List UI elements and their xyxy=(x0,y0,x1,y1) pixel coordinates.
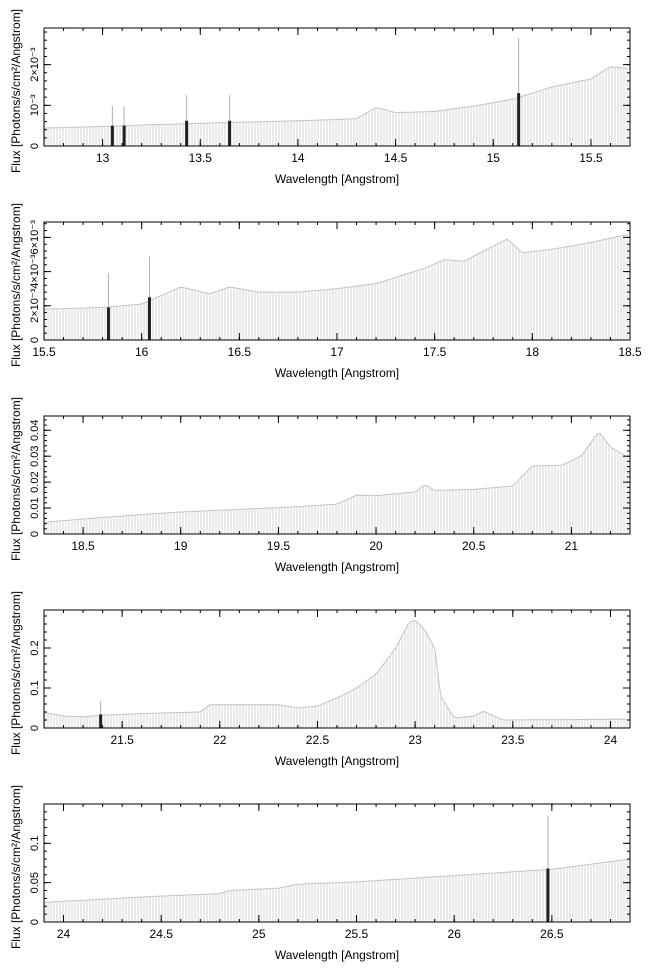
plot-frame xyxy=(43,609,631,729)
highlight-bar xyxy=(517,93,521,146)
y-tick-label: 0.03 xyxy=(29,445,41,466)
y-tick-label: 0 xyxy=(29,143,41,149)
x-tick-label: 18.5 xyxy=(618,345,642,359)
spectrum-bins xyxy=(44,433,628,534)
x-axis-label: Wavelength [Angstrom] xyxy=(275,560,399,574)
highlight-bar xyxy=(546,868,550,922)
y-tick-label: 4×10⁻³ xyxy=(29,254,41,289)
x-tick-label: 25.5 xyxy=(345,927,369,941)
spectrum-bins xyxy=(44,620,628,728)
chart-panel-4: 21.5 22 22.5 23 23.5 24 0 0.1 0.2 Wavelength [Ang… xyxy=(9,591,631,768)
y-axis-label: Flux [Photons/s/cm²/Angstrom] xyxy=(9,203,23,367)
y-tick-label: 0.02 xyxy=(29,471,41,492)
x-tick-label: 24 xyxy=(57,927,71,941)
y-axis-label: Flux [Photons/s/cm²/Angstrom] xyxy=(9,591,23,755)
x-tick-label: 24.5 xyxy=(150,927,174,941)
y-tick-label: 0.05 xyxy=(29,872,41,893)
y-tick-label: 0 xyxy=(29,725,41,731)
x-tick-label: 22.5 xyxy=(306,733,330,747)
y-tick-label: 0 xyxy=(29,337,41,343)
chart-panel-2: 15.5 16 16.5 17 17.5 18 18.5 0 2×10⁻³4×10⁻³6×10⁻… xyxy=(9,203,642,380)
x-axis-label: Wavelength [Angstrom] xyxy=(275,948,399,962)
y-tick-label: 0.01 xyxy=(29,497,41,518)
highlight-bar xyxy=(147,297,151,340)
highlight-bar xyxy=(106,307,110,340)
y-tick-label: 6×10⁻³ xyxy=(29,220,41,255)
chart-panel-5: 24 24.5 25 25.5 26 26.5 0 0.05 0.1 Wavelength [An… xyxy=(9,785,631,962)
x-tick-label: 13.5 xyxy=(189,151,213,165)
x-tick-label: 14 xyxy=(291,151,305,165)
y-tick-label: 2×10⁻³ xyxy=(29,288,41,323)
spectrum-outline xyxy=(44,859,628,903)
x-tick-label: 20 xyxy=(369,539,383,553)
y-tick-label: 2×10⁻³ xyxy=(29,47,41,82)
x-tick-label: 17.5 xyxy=(423,345,447,359)
y-tick-label: 0.2 xyxy=(29,640,41,655)
y-tick-label: 0 xyxy=(29,531,41,537)
x-tick-label: 22 xyxy=(213,733,227,747)
x-tick-label: 19.5 xyxy=(267,539,291,553)
x-tick-label: 20.5 xyxy=(462,539,486,553)
y-tick-label: 10⁻³ xyxy=(29,94,41,116)
x-tick-label: 13 xyxy=(96,151,110,165)
spectrum-outline xyxy=(44,619,627,721)
x-axis-label: Wavelength [Angstrom] xyxy=(275,172,399,186)
x-tick-label: 14.5 xyxy=(384,151,408,165)
highlight-bar xyxy=(99,714,103,728)
y-tick-label: 0.1 xyxy=(29,680,41,695)
x-tick-label: 26 xyxy=(448,927,462,941)
x-tick-label: 23.5 xyxy=(501,733,525,747)
x-tick-label: 18 xyxy=(526,345,540,359)
y-tick-label: 0.04 xyxy=(29,420,41,441)
highlight-bar xyxy=(122,125,126,146)
x-tick-label: 18.5 xyxy=(71,539,95,553)
chart-panel-3: 18.5 19 19.5 20 20.5 21 0 0.01 0.02 0.03 0.04 Wavel… xyxy=(9,397,631,574)
spectrum-outline xyxy=(44,432,628,523)
highlight-bar xyxy=(185,120,189,146)
spectrum-outline xyxy=(44,66,628,129)
x-tick-label: 17 xyxy=(330,345,344,359)
highlight-bar xyxy=(110,125,114,146)
x-tick-label: 24 xyxy=(604,733,618,747)
spectrum-outline xyxy=(44,234,628,310)
spectrum-bins xyxy=(44,66,628,146)
x-tick-label: 21 xyxy=(565,539,579,553)
x-tick-label: 15.5 xyxy=(579,151,603,165)
x-axis-label: Wavelength [Angstrom] xyxy=(275,366,399,380)
x-tick-label: 16 xyxy=(135,345,149,359)
chart-panel-1: 13 13.5 14 14.5 15 15.5 0 10⁻³ 2×10⁻³ Wavelength … xyxy=(9,9,631,186)
x-tick-label: 16.5 xyxy=(228,345,252,359)
highlight-bar xyxy=(228,120,232,146)
x-tick-label: 15.5 xyxy=(32,345,56,359)
x-tick-label: 26.5 xyxy=(540,927,564,941)
x-tick-label: 19 xyxy=(174,539,188,553)
x-tick-label: 21.5 xyxy=(110,733,134,747)
y-axis-label: Flux [Photons/s/cm²/Angstrom] xyxy=(9,397,23,561)
x-axis-label: Wavelength [Angstrom] xyxy=(275,754,399,768)
spectrum-bins xyxy=(44,859,628,922)
y-axis-label: Flux [Photons/s/cm²/Angstrom] xyxy=(9,785,23,949)
x-tick-label: 15 xyxy=(487,151,501,165)
x-tick-label: 23 xyxy=(408,733,422,747)
y-tick-label: 0.1 xyxy=(29,836,41,851)
y-tick-label: 0 xyxy=(29,919,41,925)
y-axis-label: Flux [Photons/s/cm²/Angstrom] xyxy=(9,9,23,173)
x-tick-label: 25 xyxy=(252,927,266,941)
spectrum-bins xyxy=(44,234,628,340)
